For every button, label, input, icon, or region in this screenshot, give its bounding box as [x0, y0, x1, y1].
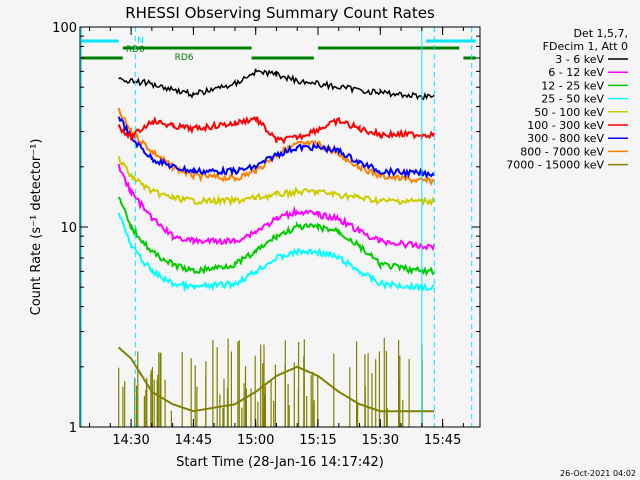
segment-label: RD0 — [126, 45, 145, 55]
series-2 — [117, 196, 435, 277]
series-line — [117, 346, 435, 413]
x-axis-label: Start Time (28-Jan-16 14:17:42) — [176, 455, 384, 470]
tick-layer: 14:30 14:45 15:00 15:15 15:30 15:45 1 10 100 — [52, 21, 480, 448]
chart-title: RHESSI Observing Summary Count Rates — [125, 4, 435, 22]
series-5 — [117, 115, 436, 145]
x-tick-label: 15:00 — [237, 433, 274, 448]
plot-frame — [79, 26, 481, 428]
legend-header: FDecim 1, Att 0 — [543, 40, 628, 53]
series-4 — [117, 155, 436, 207]
legend-label: 300 - 800 keV — [527, 132, 604, 145]
legend-label: 100 - 300 keV — [527, 119, 604, 132]
segment-label: RD6 — [175, 53, 194, 63]
timestamp: 26-Oct-2021 04:02 — [560, 469, 636, 478]
x-tick-label: 14:30 — [112, 433, 149, 448]
series-line — [117, 163, 436, 252]
series-line — [117, 212, 435, 293]
legend-label: 25 - 50 keV — [541, 93, 604, 106]
series-line — [117, 116, 436, 180]
series-line — [117, 155, 436, 207]
legend-label: 7000 - 15000 keV — [506, 159, 604, 172]
segment-label: N — [137, 36, 144, 46]
series-0 — [118, 68, 435, 101]
series-1 — [117, 163, 436, 252]
y-tick-label: 1 — [69, 421, 77, 436]
y-tick-label: 10 — [60, 221, 77, 236]
legend-label: 800 - 7000 keV — [520, 145, 604, 158]
legend-label: 50 - 100 keV — [534, 106, 604, 119]
series-8 — [117, 337, 435, 427]
x-tick-label: 15:15 — [299, 433, 336, 448]
y-tick-label: 100 — [52, 21, 77, 36]
series-line — [117, 115, 436, 145]
legend-label: 6 - 12 keV — [548, 66, 604, 79]
legend-label: 12 - 25 keV — [541, 79, 604, 92]
series-line — [117, 196, 435, 277]
series-3 — [117, 212, 435, 293]
series-6 — [117, 116, 436, 180]
y-axis-label: Count Rate (s⁻¹ detector⁻¹) — [29, 139, 44, 316]
legend-header: Det 1,5,7, — [573, 27, 628, 40]
x-tick-label: 15:45 — [424, 433, 461, 448]
series-line — [118, 68, 435, 101]
x-tick-label: 15:30 — [362, 433, 399, 448]
legend-label: 3 - 6 keV — [555, 53, 604, 66]
x-tick-label: 14:45 — [175, 433, 212, 448]
series-layer — [117, 68, 436, 427]
